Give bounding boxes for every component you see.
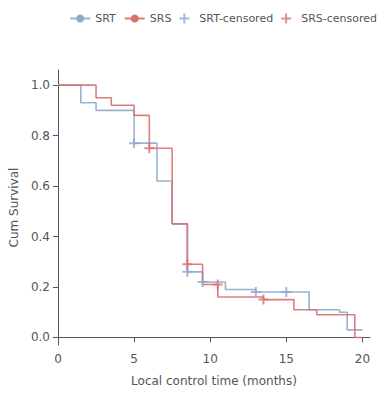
svg-text:Local control time (months): Local control time (months) [131,374,297,388]
svg-text:SRS-censored: SRS-censored [301,12,377,25]
svg-text:0.2: 0.2 [31,280,50,294]
svg-text:SRT: SRT [95,12,116,25]
svg-text:1.0: 1.0 [31,78,50,92]
svg-text:0.6: 0.6 [31,179,50,193]
svg-text:20: 20 [355,352,370,366]
svg-text:Cum Survival: Cum Survival [7,168,21,248]
svg-text:15: 15 [279,352,294,366]
svg-text:SRS: SRS [150,12,172,25]
svg-text:5: 5 [130,352,138,366]
svg-text:0.4: 0.4 [31,230,50,244]
svg-text:0: 0 [54,352,62,366]
svg-text:0.0: 0.0 [31,330,50,344]
svg-text:0.8: 0.8 [31,129,50,143]
svg-text:10: 10 [203,352,218,366]
svg-text:SRT-censored: SRT-censored [199,12,273,25]
